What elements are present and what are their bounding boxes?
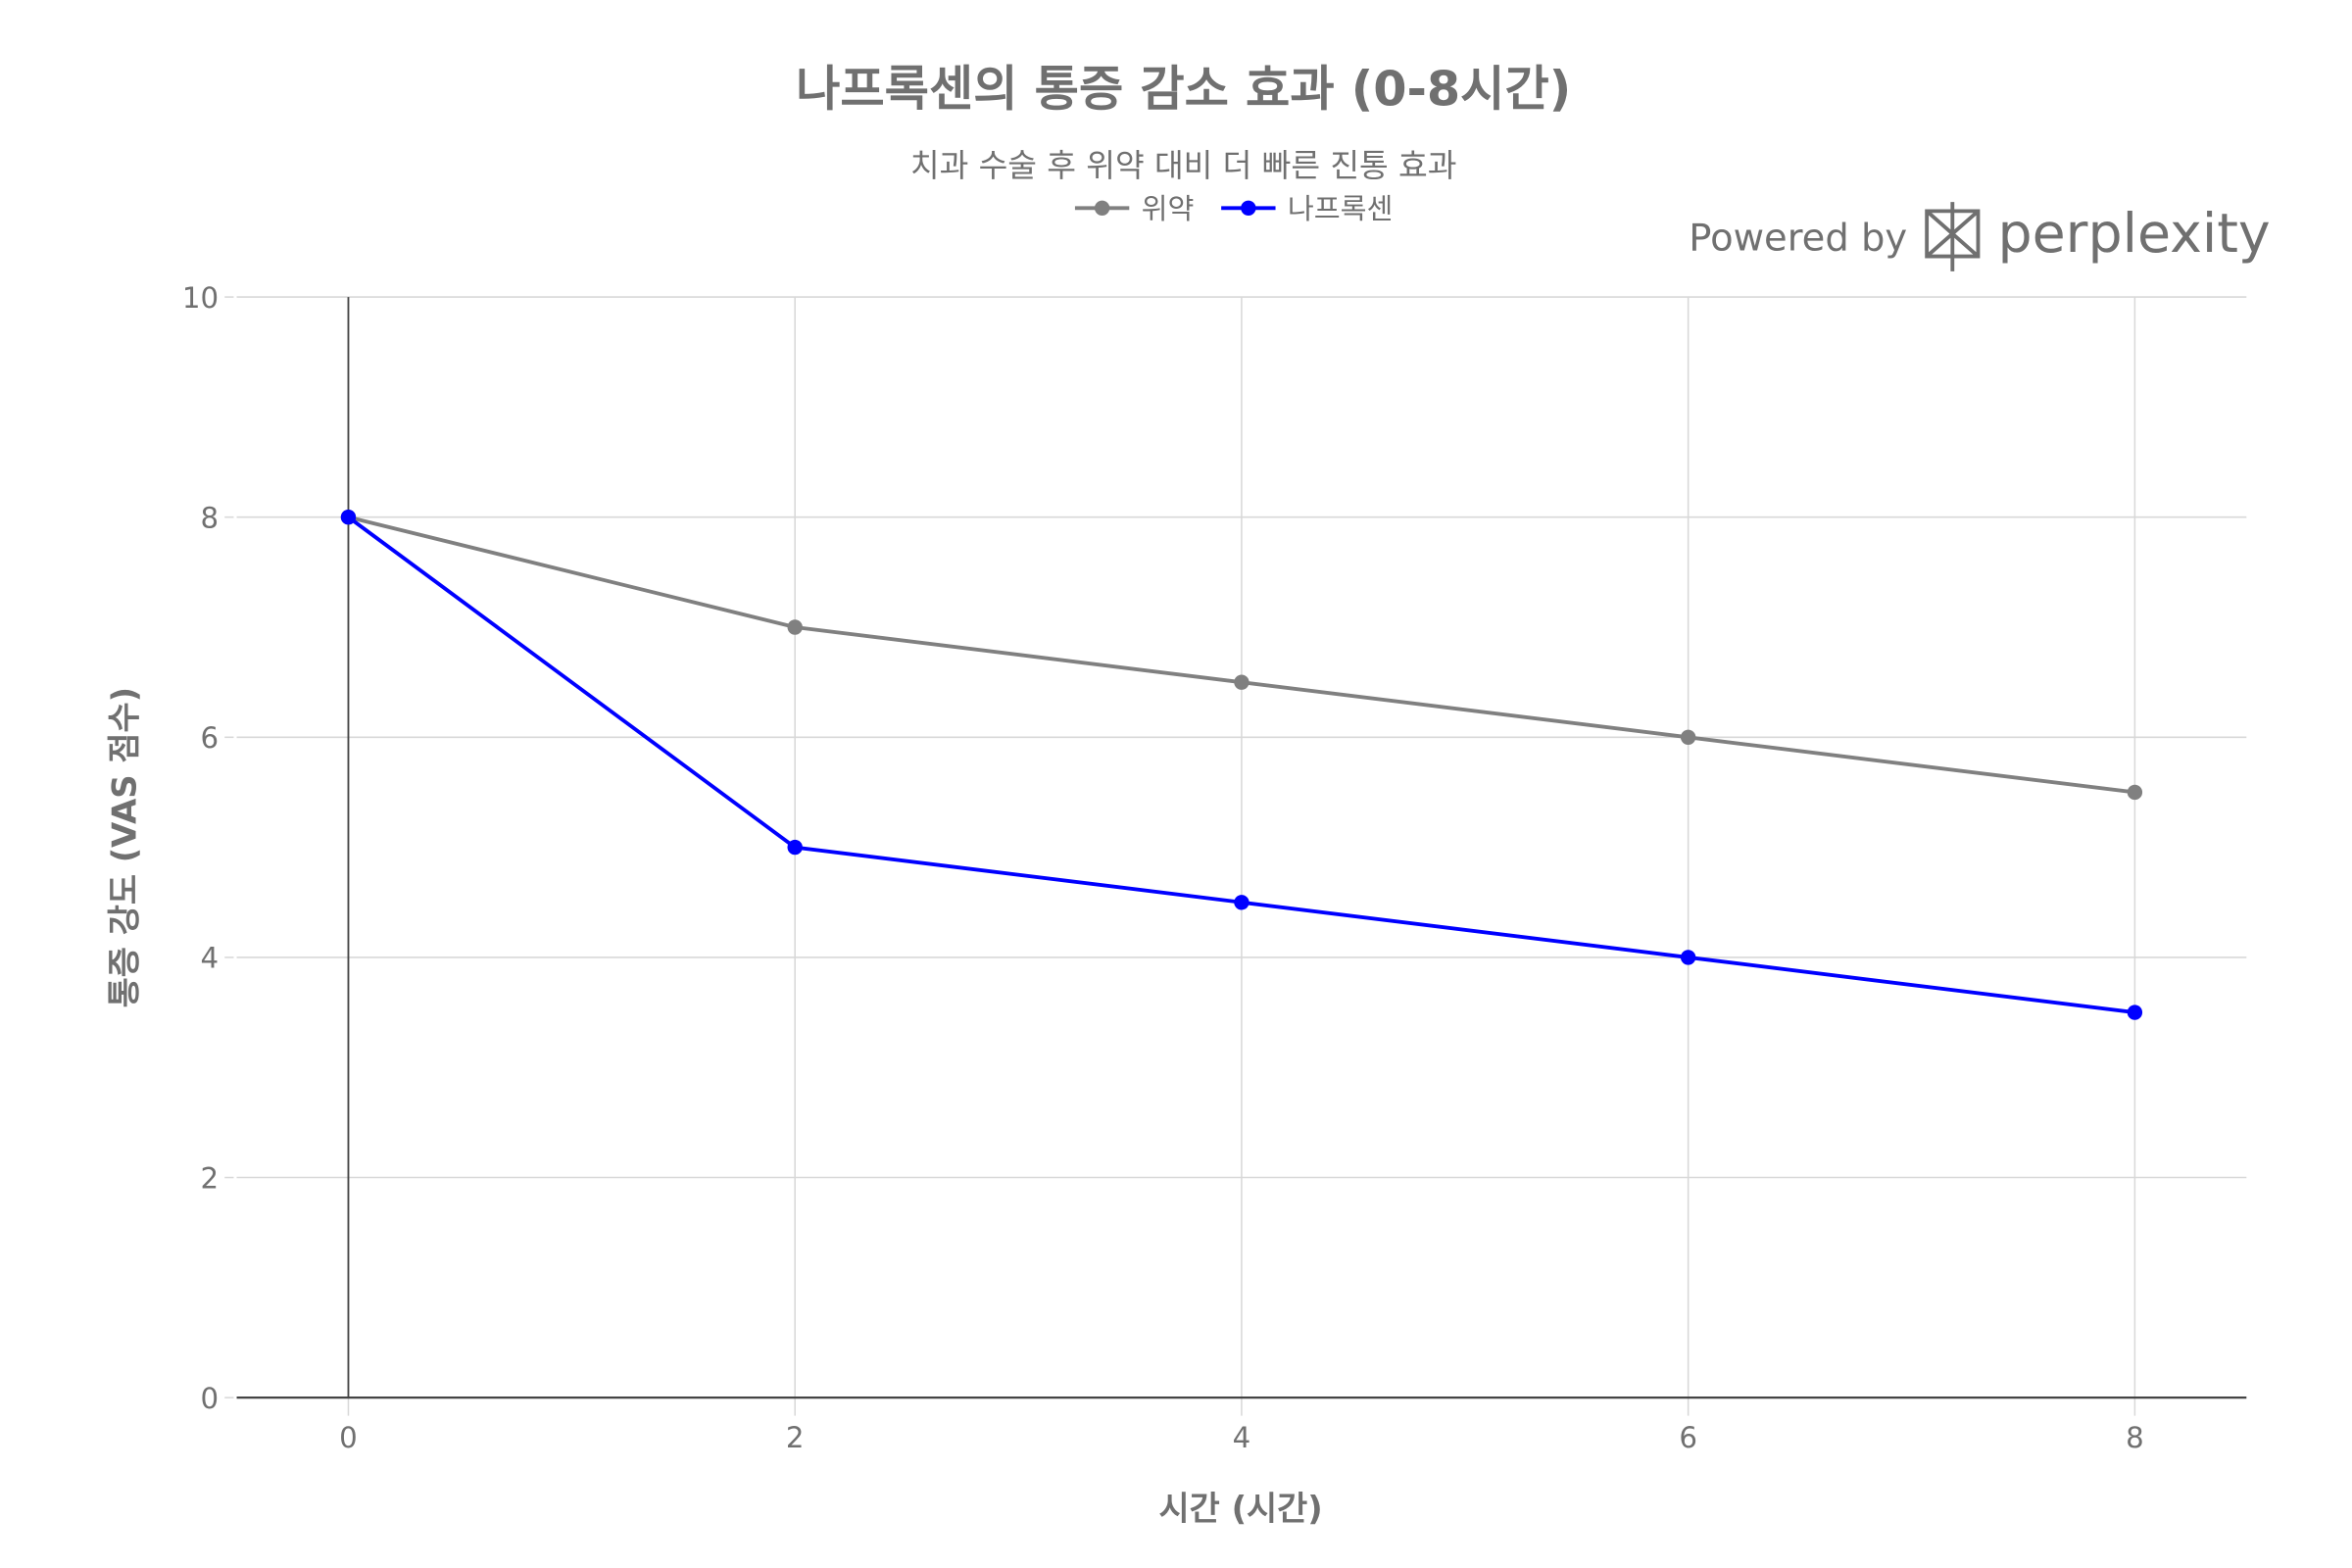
x-tick-label: 6	[1679, 1421, 1697, 1454]
y-tick-label: 4	[200, 942, 219, 975]
watermark-brand: perplexity	[1997, 203, 2270, 266]
data-point	[1234, 674, 1250, 690]
chart-subtitle: 치과 수술 후 위약 대비 더 빠른 진통 효과	[910, 147, 1457, 184]
data-point	[2127, 784, 2143, 801]
x-axis-title: 시간 (시간)	[1159, 1490, 1323, 1528]
legend-marker	[1241, 200, 1256, 216]
grid	[224, 296, 2247, 1416]
y-tick-label: 0	[200, 1382, 219, 1415]
x-tick-label: 0	[339, 1421, 358, 1454]
data-point	[787, 839, 803, 856]
y-tick-label: 10	[182, 281, 219, 315]
y-axis-title: 통증 강도 (VAS 점수)	[105, 687, 143, 1007]
y-tick-label: 6	[200, 721, 219, 755]
perplexity-logo-icon	[1925, 202, 1981, 271]
data-point	[1680, 950, 1696, 965]
legend-label: 나프록센	[1288, 192, 1394, 225]
perplexity-watermark: Powered by perplexity	[1689, 202, 2271, 271]
watermark-prefix: Powered by	[1689, 216, 1907, 260]
legend-marker	[1094, 200, 1110, 216]
data-point	[1234, 895, 1250, 910]
series-group	[340, 510, 2143, 1020]
data-point	[340, 510, 357, 525]
data-point	[1680, 729, 1696, 745]
y-tick-label: 2	[200, 1161, 219, 1195]
data-point	[2127, 1004, 2143, 1020]
x-tick-label: 4	[1233, 1421, 1251, 1454]
axes: 0 2 4 6 8 0 2 4 6 8 10	[182, 281, 2247, 1454]
x-tick-label: 2	[786, 1421, 805, 1454]
y-tick-label: 8	[200, 501, 219, 534]
chart-title: 나프록센의 통증 감소 효과 (0-8시간)	[796, 61, 1571, 118]
x-tick-label: 8	[2126, 1421, 2144, 1454]
legend: 위약 나프록센	[1074, 192, 1394, 225]
data-point	[787, 619, 803, 635]
legend-label: 위약	[1142, 192, 1195, 225]
